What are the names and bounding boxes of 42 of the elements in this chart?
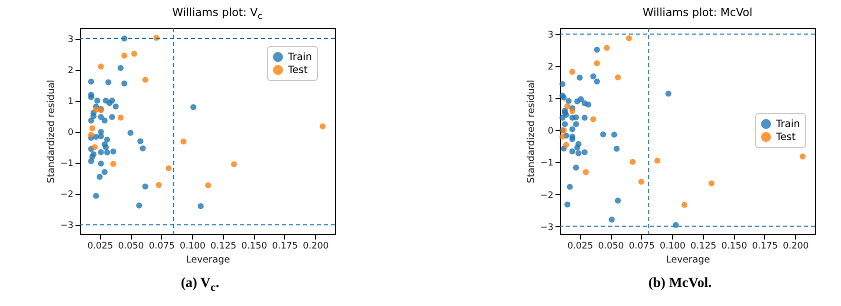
legend-label: Test bbox=[775, 132, 796, 143]
y-tick-label: −3 bbox=[540, 222, 554, 233]
y-tick-label: 1 bbox=[68, 97, 74, 108]
legend-label: Train bbox=[775, 119, 800, 130]
x-axis-title: Leverage bbox=[666, 254, 710, 266]
x-tick-label: 0.175 bbox=[272, 242, 298, 252]
x-tick-label: 0.125 bbox=[210, 242, 236, 252]
chart-title: Williams plot: V$_{c}$ bbox=[171, 5, 264, 22]
x-tick-label: 0.150 bbox=[241, 242, 268, 252]
x-tick-label: 0.100 bbox=[660, 242, 686, 252]
x-tick-label: 0.075 bbox=[148, 242, 175, 252]
y-tick-label: −3 bbox=[60, 221, 74, 232]
x-tick-label: 0.050 bbox=[598, 242, 624, 252]
y-tick-label: 3 bbox=[548, 30, 554, 41]
legend-label: Train bbox=[287, 52, 312, 63]
x-tick-label: 0.025 bbox=[567, 242, 594, 252]
x-tick-label: 0.175 bbox=[752, 242, 778, 252]
x-tick-label: 0.200 bbox=[782, 242, 809, 252]
y-tick-label: 2 bbox=[68, 66, 74, 76]
y-tick-label: −2 bbox=[540, 190, 554, 201]
chart-title: Williams plot: McVol bbox=[642, 5, 754, 21]
text: (a) V$_{c}$. bbox=[180, 276, 220, 294]
y-tick-label: −2 bbox=[60, 190, 74, 200]
x-tick-label: 0.200 bbox=[302, 242, 329, 252]
x-axis-title: Leverage bbox=[186, 254, 230, 266]
y-tick-label: −1 bbox=[60, 159, 74, 170]
y-tick-label: 1 bbox=[548, 94, 554, 105]
y-axis-title: Standardized residual bbox=[46, 80, 58, 184]
x-tick-label: 0.100 bbox=[180, 242, 206, 252]
y-tick-label: −1 bbox=[540, 158, 554, 169]
y-tick-label: 0 bbox=[548, 126, 554, 137]
y-tick-label: 2 bbox=[548, 62, 554, 73]
y-axis-title: Standardized residual bbox=[526, 80, 538, 184]
x-tick-label: 0.075 bbox=[628, 242, 655, 252]
x-tick-label: 0.050 bbox=[118, 242, 144, 252]
x-tick-label: 0.025 bbox=[87, 242, 114, 252]
text: (b) McVol. bbox=[647, 276, 713, 292]
legend-label: Test bbox=[287, 65, 308, 76]
x-tick-label: 0.150 bbox=[721, 242, 748, 252]
y-tick-label: 3 bbox=[68, 35, 74, 46]
x-tick-label: 0.125 bbox=[690, 242, 716, 252]
y-tick-label: 0 bbox=[68, 128, 74, 138]
